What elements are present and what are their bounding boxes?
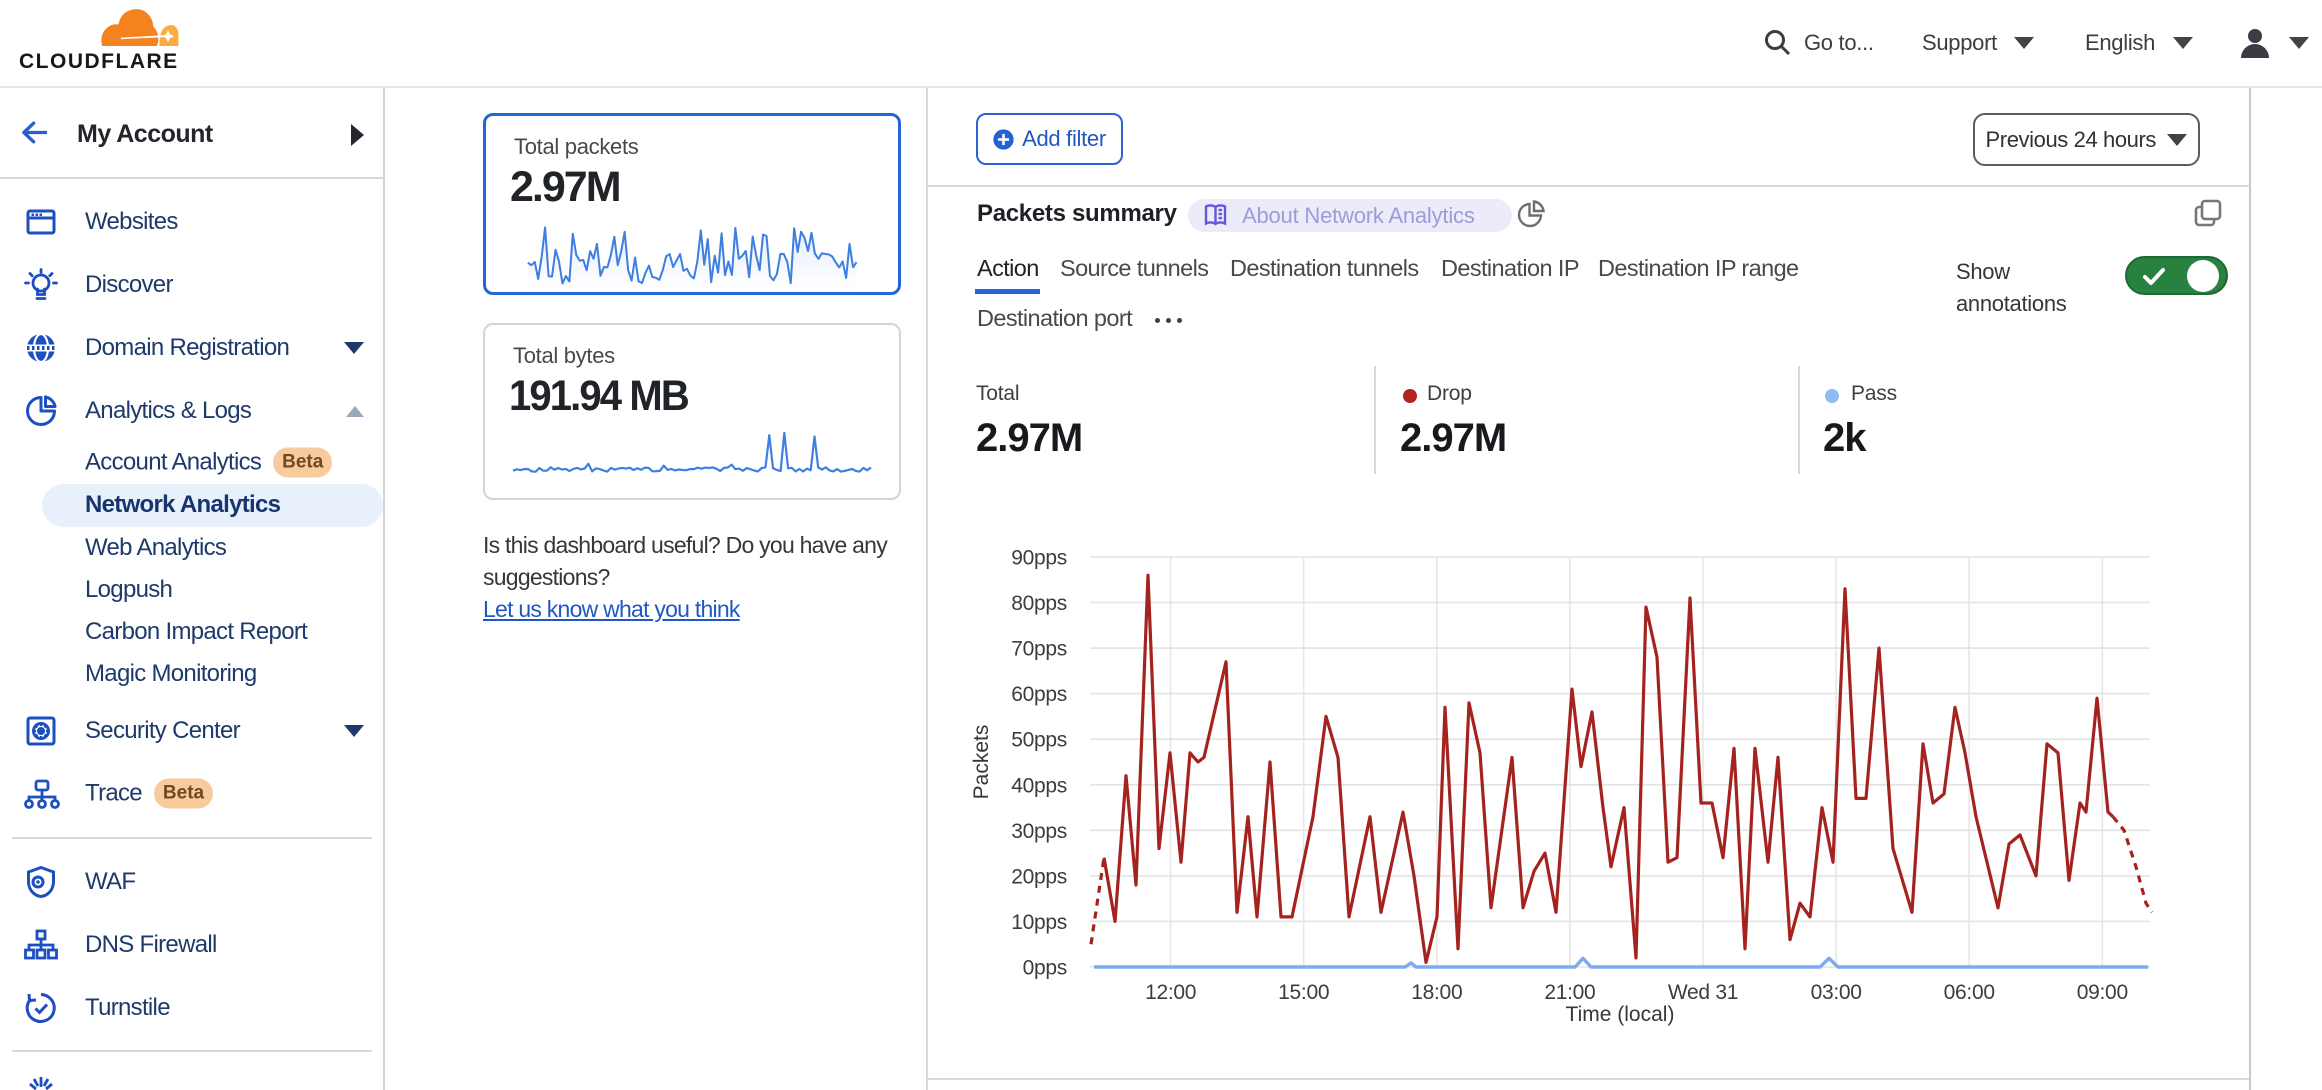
svg-text:09:00: 09:00: [2077, 981, 2128, 1004]
svg-text:15:00: 15:00: [1278, 981, 1329, 1004]
svg-text:0pps: 0pps: [1023, 957, 1067, 980]
svg-text:10pps: 10pps: [1011, 911, 1067, 934]
svg-text:06:00: 06:00: [1944, 981, 1995, 1004]
svg-text:Time (local): Time (local): [1566, 1003, 1675, 1026]
svg-text:21:00: 21:00: [1544, 981, 1595, 1004]
svg-text:Packets: Packets: [970, 725, 993, 800]
svg-text:12:00: 12:00: [1145, 981, 1196, 1004]
svg-text:50pps: 50pps: [1011, 729, 1067, 752]
svg-text:18:00: 18:00: [1411, 981, 1462, 1004]
svg-text:30pps: 30pps: [1011, 820, 1067, 843]
svg-text:60pps: 60pps: [1011, 683, 1067, 706]
svg-text:80pps: 80pps: [1011, 592, 1067, 615]
svg-text:40pps: 40pps: [1011, 774, 1067, 797]
svg-text:90pps: 90pps: [1011, 547, 1067, 570]
svg-text:20pps: 20pps: [1011, 865, 1067, 888]
svg-text:Wed 31: Wed 31: [1668, 981, 1738, 1004]
svg-text:70pps: 70pps: [1011, 638, 1067, 661]
svg-text:03:00: 03:00: [1811, 981, 1862, 1004]
